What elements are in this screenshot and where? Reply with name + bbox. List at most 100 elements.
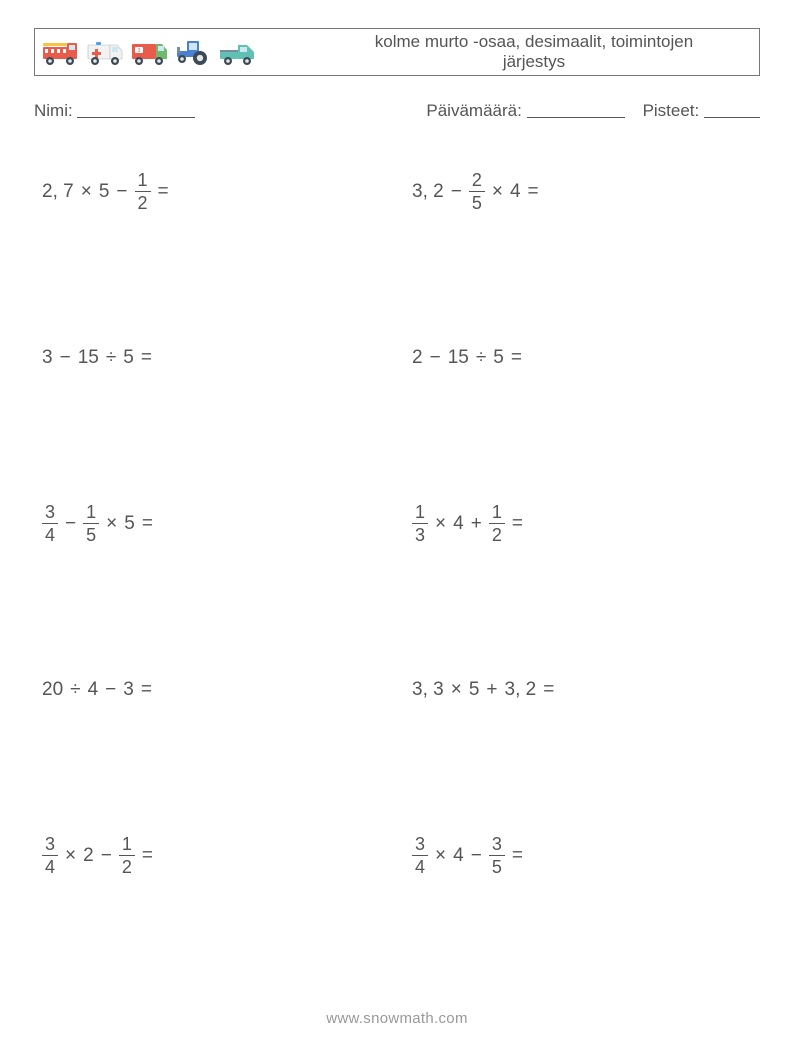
operator: = <box>139 347 154 369</box>
fraction: 25 <box>469 171 485 212</box>
problem-7: 20÷ 4−3= <box>42 667 382 713</box>
number: 4 <box>88 679 99 701</box>
numerator: 1 <box>135 171 151 191</box>
firetruck-icon <box>41 37 81 67</box>
problem-5: 34−15×5= <box>42 501 382 547</box>
operator: = <box>541 679 556 701</box>
operator: × <box>449 679 464 701</box>
title-line-2: järjestys <box>503 52 565 71</box>
numerator: 1 <box>83 503 99 523</box>
fraction: 34 <box>42 835 58 876</box>
pickup-icon <box>217 37 257 67</box>
denominator: 5 <box>489 856 505 876</box>
operator: − <box>428 347 443 369</box>
number: 20 <box>42 679 63 701</box>
operator: × <box>104 513 119 535</box>
numerator: 3 <box>489 835 505 855</box>
denominator: 5 <box>83 524 99 544</box>
score-blank <box>704 100 760 118</box>
problem-9: 34×2−12= <box>42 833 382 879</box>
denominator: 4 <box>42 856 58 876</box>
number: 3, 2 <box>412 181 444 203</box>
number: 3 <box>123 679 134 701</box>
expression: 34×2−12= <box>42 835 155 876</box>
header-box: 3 kolme murto -osaa, desimaalit, toimint… <box>34 28 760 76</box>
score-label: Pisteet: <box>643 101 700 120</box>
operator: = <box>509 347 524 369</box>
fraction: 35 <box>489 835 505 876</box>
title-line-1: kolme murto -osaa, desimaalit, toimintoj… <box>375 32 693 51</box>
expression: 2, 7×5−12= <box>42 171 171 212</box>
number: 4 <box>453 845 464 867</box>
operator: = <box>526 181 541 203</box>
operator: − <box>99 845 114 867</box>
operator: ÷ <box>104 347 118 369</box>
svg-text:3: 3 <box>138 48 141 54</box>
fraction: 34 <box>412 835 428 876</box>
expression: 3−15÷5= <box>42 347 154 369</box>
problem-6: 13×4+12= <box>412 501 752 547</box>
problems-grid: 2, 7×5−12=3, 2−25×4=3−15÷5=2−15÷5=34−15×… <box>34 169 760 879</box>
numerator: 3 <box>42 503 58 523</box>
problem-10: 34×4−35= <box>412 833 752 879</box>
number: 15 <box>448 347 469 369</box>
operator: − <box>449 181 464 203</box>
fraction: 15 <box>83 503 99 544</box>
expression: 3, 2−25×4= <box>412 171 541 212</box>
operator: = <box>510 845 525 867</box>
van-icon: 3 <box>129 37 169 67</box>
number: 5 <box>124 513 135 535</box>
operator: − <box>58 347 73 369</box>
operator: = <box>139 679 154 701</box>
tractor-icon <box>173 37 213 67</box>
operator: × <box>63 845 78 867</box>
number: 2 <box>412 347 423 369</box>
denominator: 2 <box>135 192 151 212</box>
number: 15 <box>78 347 99 369</box>
number: 2, 7 <box>42 181 74 203</box>
expression: 2−15÷5= <box>412 347 524 369</box>
numerator: 3 <box>42 835 58 855</box>
numerator: 2 <box>469 171 485 191</box>
number: 5 <box>493 347 504 369</box>
ambulance-icon <box>85 37 125 67</box>
date-field: Päivämäärä: <box>426 98 624 121</box>
number: 5 <box>469 679 480 701</box>
fraction: 12 <box>489 503 505 544</box>
date-label: Päivämäärä: <box>426 101 521 120</box>
name-label: Nimi: <box>34 101 73 120</box>
footer-url: www.snowmath.com <box>0 1010 794 1027</box>
problem-1: 2, 7×5−12= <box>42 169 382 215</box>
problem-2: 3, 2−25×4= <box>412 169 752 215</box>
fraction: 34 <box>42 503 58 544</box>
fraction: 12 <box>135 171 151 212</box>
expression: 20÷ 4−3= <box>42 679 154 701</box>
expression: 34−15×5= <box>42 503 155 544</box>
problem-8: 3, 3×5+3, 2= <box>412 667 752 713</box>
numerator: 1 <box>412 503 428 523</box>
operator: ÷ <box>68 679 82 701</box>
denominator: 5 <box>469 192 485 212</box>
operator: = <box>156 181 171 203</box>
denominator: 3 <box>412 524 428 544</box>
operator: − <box>103 679 118 701</box>
operator: − <box>114 181 129 203</box>
numerator: 3 <box>412 835 428 855</box>
worksheet-title: kolme murto -osaa, desimaalit, toimintoj… <box>257 32 751 71</box>
operator: − <box>63 513 78 535</box>
operator: = <box>140 513 155 535</box>
vehicle-icons: 3 <box>41 37 257 67</box>
numerator: 1 <box>119 835 135 855</box>
name-blank <box>77 100 195 118</box>
date-blank <box>527 100 625 118</box>
operator: × <box>490 181 505 203</box>
denominator: 4 <box>42 524 58 544</box>
operator: = <box>140 845 155 867</box>
number: 2 <box>83 845 94 867</box>
operator: ÷ <box>474 347 488 369</box>
denominator: 2 <box>119 856 135 876</box>
number: 4 <box>510 181 521 203</box>
operator: × <box>433 845 448 867</box>
operator: × <box>79 181 94 203</box>
number: 3 <box>42 347 53 369</box>
